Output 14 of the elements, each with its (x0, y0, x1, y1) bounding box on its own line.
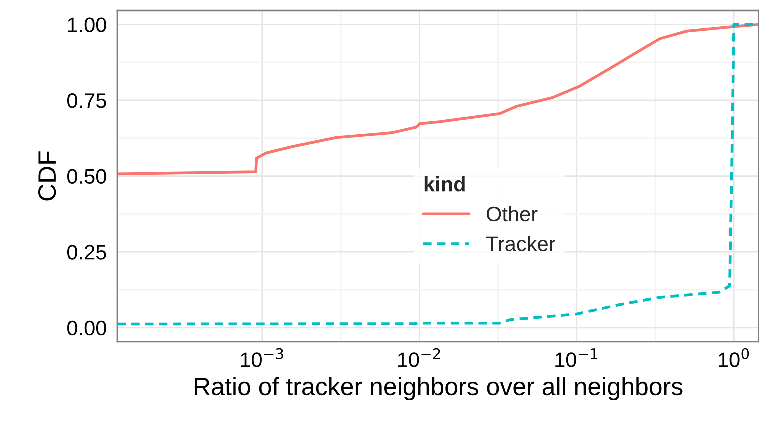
legend-title: kind (424, 176, 465, 192)
x-tick-label: 10$^{−1}$ (556, 348, 598, 368)
y-tick-label: 1.00 (68, 18, 106, 32)
x-tick-label: 10$^{−3}$ (241, 348, 284, 368)
y-tick-label: 0.25 (68, 245, 106, 260)
y-tick-label: 0.00 (68, 320, 106, 336)
x-axis-title: Ratio of tracker neighbors over all neighbors (195, 377, 683, 401)
x-tick-label: 10$^{0}$ (719, 348, 750, 368)
legend-label: Other (486, 206, 538, 222)
y-tick-label: 0.75 (68, 94, 106, 108)
legend-label: Tracker (486, 236, 556, 252)
x-tick-label: 10$^{−2}$ (398, 348, 440, 368)
y-tick-label: 0.50 (68, 169, 106, 184)
y-axis-title: CDF (38, 152, 56, 201)
